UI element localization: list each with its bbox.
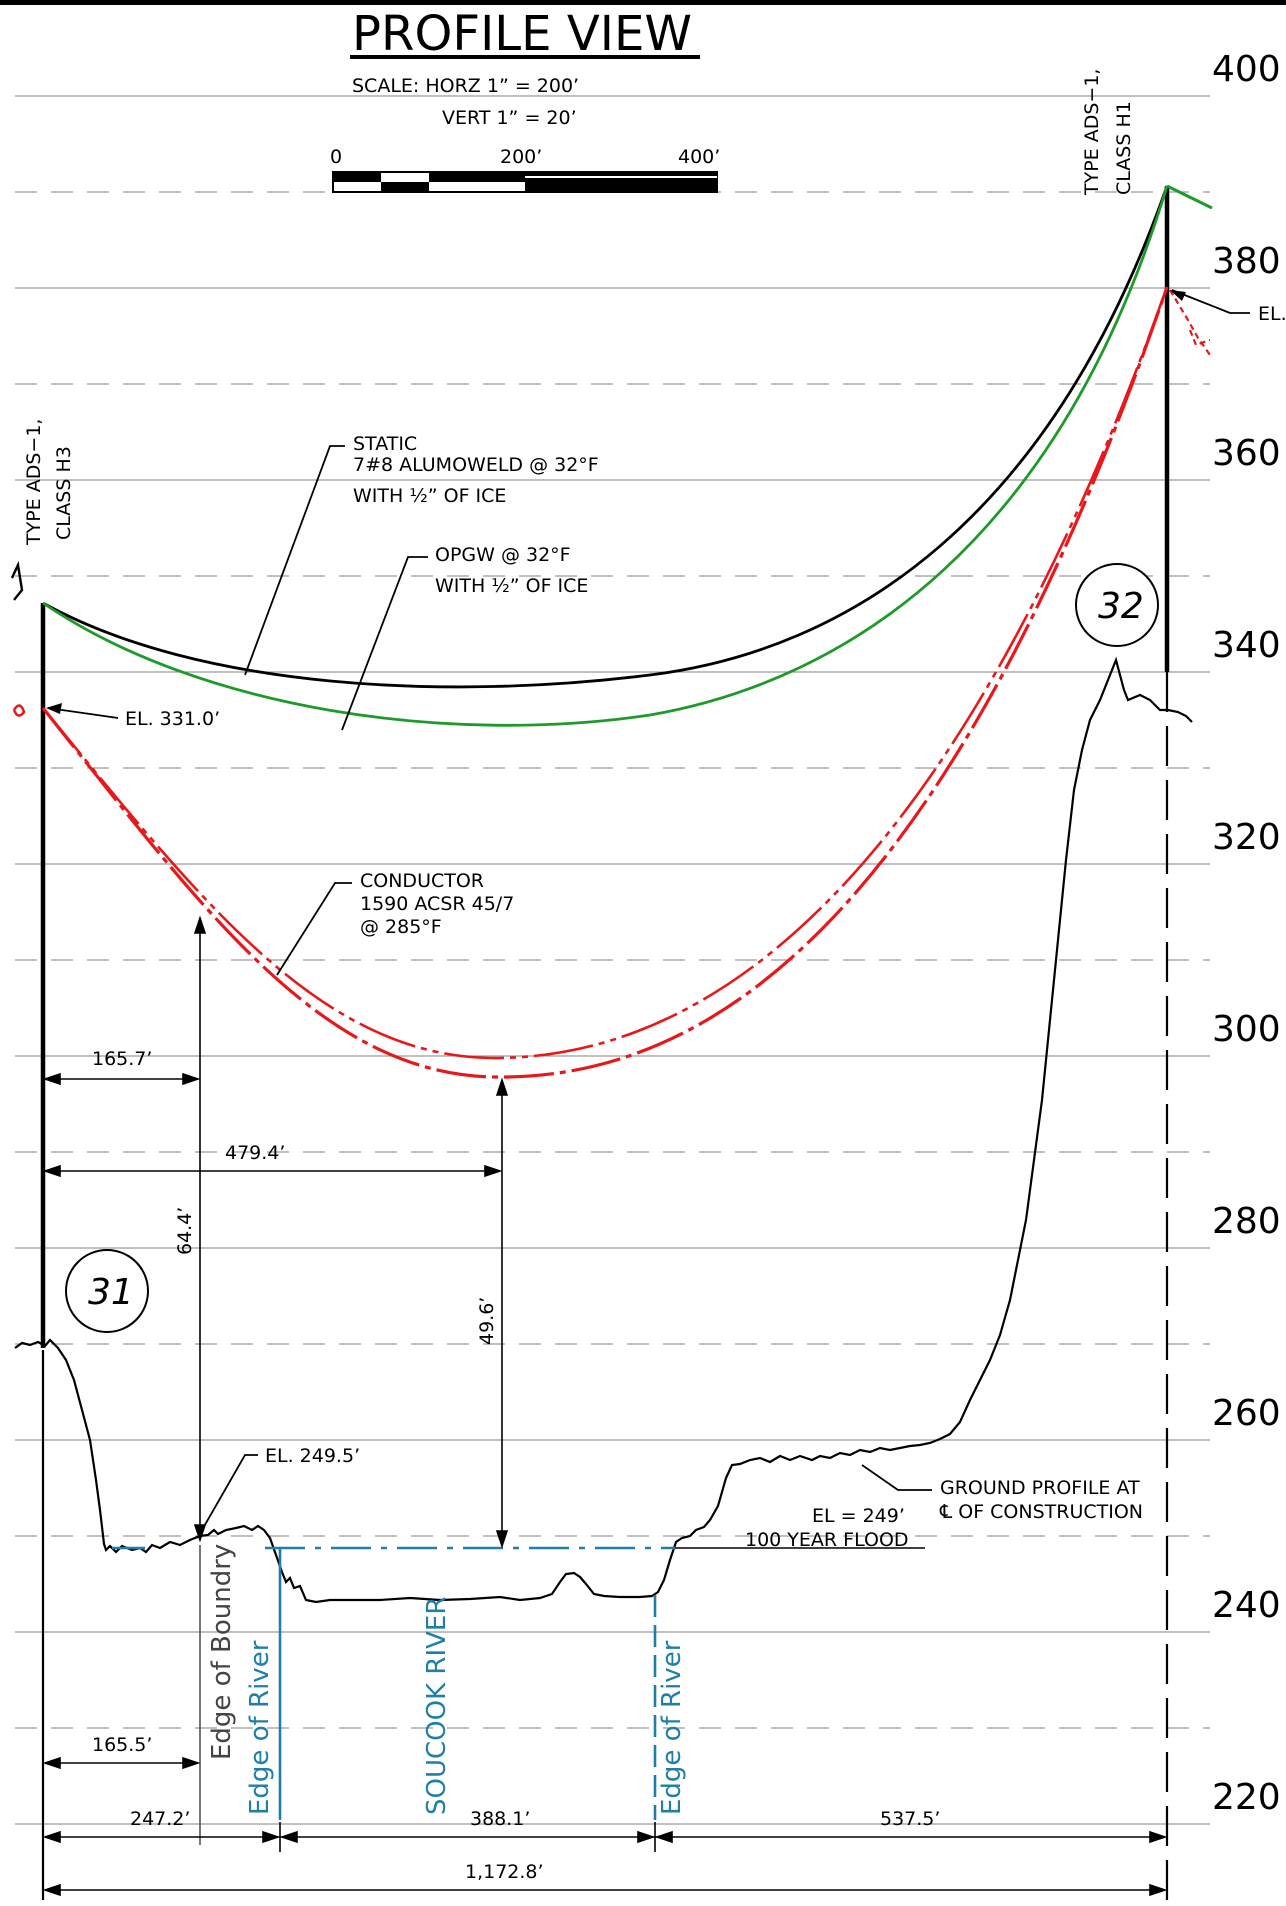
flood-elevation-text: EL = 249’: [812, 1505, 905, 1527]
boundary-elevation-text: EL. 249.5’: [265, 1445, 360, 1467]
elevation-label-380: 380: [1212, 241, 1281, 282]
reference-lines: [199, 1545, 657, 1845]
static-label: STATIC 7#8 ALUMOWELD @ 32°F WITH ½” OF I…: [244, 433, 599, 676]
conductor-label-line1: CONDUCTOR: [360, 870, 484, 892]
scale-vertical: VERT 1” = 20’: [442, 107, 577, 129]
conductor-wire-1: [41, 286, 1169, 1060]
right-structure-type: TYPE ADS−1,: [1081, 69, 1103, 196]
scale-bar: [332, 171, 718, 193]
opgw-label-line1: OPGW @ 32°F: [435, 544, 571, 566]
ground-profile: [14, 656, 1193, 1604]
conductor-label-line2: 1590 ACSR 45/7: [360, 893, 514, 915]
conductor-wire-2: [41, 286, 1169, 1079]
static-wire: [42, 185, 1169, 689]
structure-31-number: 31: [88, 1272, 134, 1313]
dim-165-5: 165.5’: [92, 1734, 152, 1756]
edge-of-river-right-label: Edge of River: [657, 1640, 687, 1815]
elevation-label-300: 300: [1212, 1009, 1281, 1050]
right-attach-elevation: EL.: [1170, 289, 1286, 325]
scale-bar-label-200: 200’: [500, 146, 542, 168]
structure-31-bubble: [65, 1249, 149, 1333]
static-label-line2: 7#8 ALUMOWELD @ 32°F: [353, 454, 599, 476]
dim-247-2: 247.2’: [130, 1808, 190, 1830]
structure-31: [10, 560, 46, 1900]
right-structure-class: CLASS H1: [1113, 101, 1135, 195]
title-block: PROFILE VIEW SCALE: HORZ 1” = 200’ VERT …: [330, 6, 720, 193]
structure-32: [1164, 184, 1213, 1900]
dim-165-7: 165.7’: [92, 1048, 152, 1070]
conductor-label: CONDUCTOR 1590 ACSR 45/7 @ 285°F: [276, 870, 514, 976]
scale-horizontal: SCALE: HORZ 1” = 200’: [352, 75, 579, 97]
left-structure-class: CLASS H3: [53, 446, 75, 540]
page-title: PROFILE VIEW: [352, 6, 692, 62]
structure-32-bubble: [1075, 563, 1159, 647]
elevation-label-260: 260: [1212, 1393, 1281, 1434]
dim-479-4: 479.4’: [225, 1142, 285, 1164]
dim-388-1: 388.1’: [470, 1808, 530, 1830]
conductor-label-line3: @ 285°F: [360, 916, 442, 938]
structure-32-number: 32: [1098, 586, 1144, 627]
left-structure-type: TYPE ADS−1,: [23, 419, 45, 546]
flood-label-text: 100 YEAR FLOOD: [745, 1529, 909, 1551]
elevation-label-400: 400: [1212, 49, 1281, 90]
scale-bar-label-0: 0: [330, 146, 342, 168]
edge-of-boundary-label: Edge of Boundry: [207, 1544, 237, 1760]
elevation-label-360: 360: [1212, 433, 1281, 474]
elevation-label-320: 320: [1212, 817, 1281, 858]
static-label-line1: STATIC: [353, 433, 417, 455]
ground-profile-label-line1: GROUND PROFILE AT: [940, 1477, 1140, 1499]
dim-1172-8: 1,172.8’: [465, 1861, 544, 1883]
right-attach-elevation-text: EL.: [1258, 303, 1286, 325]
dimensions: [42, 915, 1168, 1897]
dim-49-6: 49.6’: [476, 1297, 498, 1345]
ground-profile-label: GROUND PROFILE AT ℄ OF CONSTRUCTION: [861, 1464, 1143, 1523]
elevation-axis: 400 380 360 340 320 300 280 260 240 220: [1212, 49, 1281, 1818]
opgw-label: OPGW @ 32°F WITH ½” OF ICE: [341, 544, 588, 731]
opgw-label-line2: WITH ½” OF ICE: [435, 575, 588, 597]
elevation-label-220: 220: [1212, 1777, 1281, 1818]
scale-bar-label-400: 400’: [678, 146, 720, 168]
boundary-elevation: EL. 249.5’: [201, 1445, 360, 1531]
left-attach-elevation: EL. 331.0’: [46, 703, 220, 730]
elevation-label-280: 280: [1212, 1201, 1281, 1242]
elevation-label-340: 340: [1212, 625, 1281, 666]
opgw-wire: [42, 185, 1169, 727]
edge-of-river-left-label: Edge of River: [245, 1640, 275, 1815]
static-label-line3: WITH ½” OF ICE: [353, 485, 506, 507]
elevation-grid: [15, 95, 1210, 1825]
ground-profile-label-line2: ℄ OF CONSTRUCTION: [939, 1501, 1143, 1523]
elevation-label-240: 240: [1212, 1585, 1281, 1626]
dim-64-4: 64.4’: [174, 1207, 196, 1255]
title-underline: [350, 55, 700, 59]
top-border: [0, 0, 1286, 5]
left-attach-elevation-text: EL. 331.0’: [125, 708, 220, 730]
river-name-label: SOUCOOK RIVER: [422, 1597, 452, 1815]
dim-537-5: 537.5’: [880, 1808, 940, 1830]
